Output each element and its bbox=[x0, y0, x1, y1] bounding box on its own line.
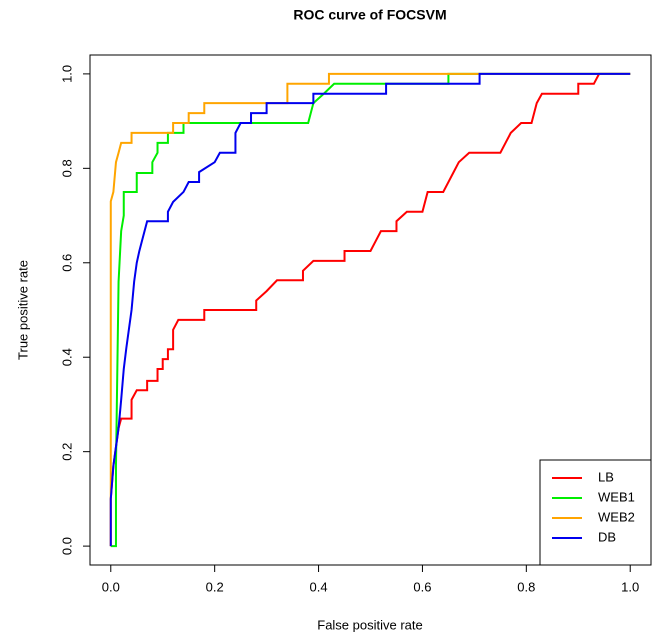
chart-title: ROC curve of FOCSVM bbox=[293, 7, 446, 23]
y-tick-label: 0.2 bbox=[59, 443, 74, 461]
y-tick-label: 0.6 bbox=[59, 254, 74, 272]
legend-label: LB bbox=[598, 469, 614, 484]
legend-label: WEB1 bbox=[598, 489, 635, 504]
x-tick-label: 0.4 bbox=[310, 579, 328, 594]
x-axis-label: False positive rate bbox=[317, 617, 423, 632]
y-axis-label: True positive rate bbox=[15, 260, 30, 360]
x-tick-label: 0.0 bbox=[102, 579, 120, 594]
x-tick-label: 0.2 bbox=[206, 579, 224, 594]
x-tick-label: 0.6 bbox=[413, 579, 431, 594]
roc-curve bbox=[109, 72, 631, 547]
y-tick-label: 1.0 bbox=[59, 65, 74, 83]
roc-curve bbox=[110, 72, 631, 548]
roc-curve bbox=[109, 72, 631, 547]
legend-label: DB bbox=[598, 529, 616, 544]
plot-frame bbox=[89, 54, 652, 566]
y-tick-label: 0.0 bbox=[59, 537, 74, 555]
roc-curve bbox=[109, 72, 631, 547]
legend-label: WEB2 bbox=[598, 509, 635, 524]
x-tick-label: 0.8 bbox=[517, 579, 535, 594]
y-tick-label: 0.4 bbox=[59, 348, 74, 366]
y-tick-label: 0.8 bbox=[59, 159, 74, 177]
x-tick-label: 1.0 bbox=[621, 579, 639, 594]
